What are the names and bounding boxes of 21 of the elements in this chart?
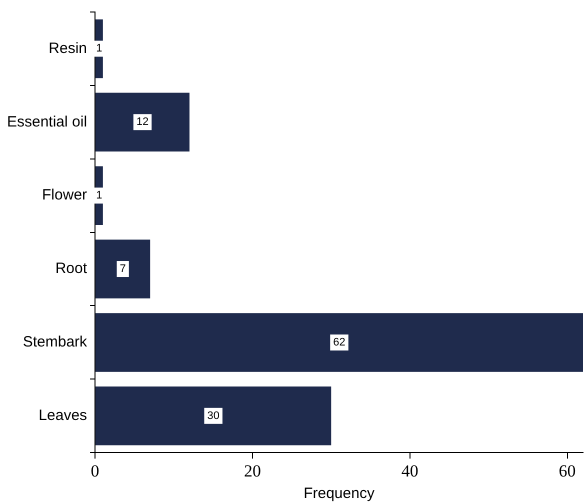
data-label: 12 bbox=[136, 116, 149, 128]
bar bbox=[96, 313, 583, 372]
x-axis-title: Frequency bbox=[304, 485, 375, 502]
y-tick-label: Essential oil bbox=[6, 113, 88, 130]
x-tick-label: 60 bbox=[558, 461, 576, 480]
data-label: 1 bbox=[96, 190, 102, 202]
x-tick-label: 0 bbox=[90, 461, 100, 480]
bar bbox=[96, 240, 150, 298]
bar bbox=[96, 92, 190, 152]
y-tick-label: Leaves bbox=[38, 407, 88, 424]
data-label: 1 bbox=[96, 42, 102, 55]
data-label: 62 bbox=[333, 336, 346, 348]
y-tick-label: Resin bbox=[48, 40, 88, 57]
data-label: 7 bbox=[120, 263, 126, 276]
y-tick-label: Root bbox=[55, 260, 88, 278]
y-tick-label: Stembark bbox=[22, 334, 88, 351]
data-label: 30 bbox=[207, 410, 220, 422]
bar bbox=[96, 386, 332, 446]
x-tick-label: 20 bbox=[244, 461, 261, 480]
x-tick-label: 40 bbox=[401, 461, 418, 480]
y-tick-label: Flower bbox=[42, 186, 88, 204]
